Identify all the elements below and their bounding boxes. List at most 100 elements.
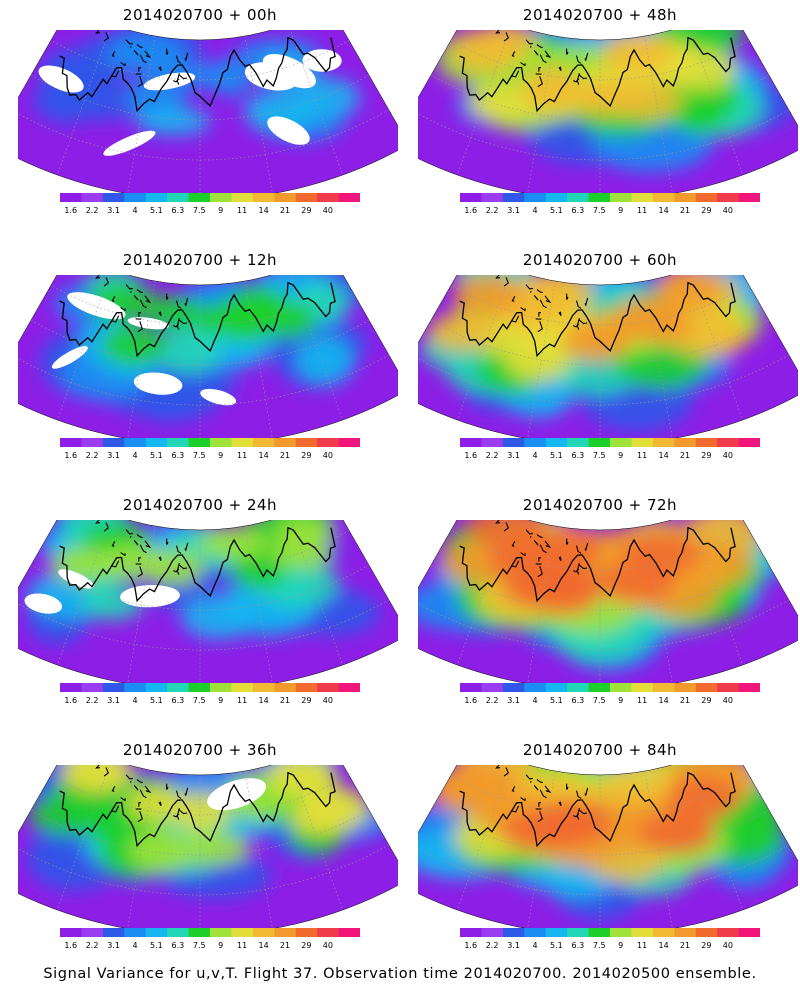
island-outline	[144, 50, 152, 59]
colorbar-label: 6.3	[172, 451, 185, 460]
colorbar-label: 2.2	[486, 451, 499, 460]
variance-map	[18, 520, 398, 690]
island-outline	[166, 51, 169, 56]
colorbar-label: 1.6	[64, 696, 77, 705]
island-outline	[558, 556, 562, 561]
island-outline	[144, 540, 152, 549]
colorbar-label: 21	[280, 941, 290, 950]
colorbar-swatch	[145, 193, 168, 202]
island-outline	[125, 39, 133, 45]
island-outline	[510, 70, 520, 78]
island-outline	[110, 805, 120, 813]
colorbar-swatch	[124, 438, 147, 447]
island-outline	[535, 318, 543, 321]
colorbar-label: 21	[280, 451, 290, 460]
colorbar-label: 29	[301, 206, 311, 215]
colorbar-label: 6.3	[172, 941, 185, 950]
island-outline	[584, 542, 589, 551]
island-outline	[511, 296, 516, 302]
colorbar-swatch	[631, 193, 654, 202]
colorbar-label: 40	[323, 941, 333, 950]
island-outline	[578, 809, 588, 815]
colorbar-swatch	[567, 193, 589, 202]
colorbar-swatch	[124, 193, 147, 202]
island-outline	[537, 321, 543, 333]
colorbar-swatch	[502, 683, 525, 692]
colorbar-swatch	[545, 438, 568, 447]
colorbar-label: 7.5	[193, 451, 206, 460]
colorbar-swatch	[610, 928, 632, 937]
colorbar-label: 9	[218, 206, 223, 215]
colorbar-swatch	[145, 928, 168, 937]
colorbar-label: 11	[237, 451, 247, 460]
panel-title: 2014020700 + 72h	[522, 496, 678, 514]
graticule	[418, 30, 789, 200]
forecast-panel: 2014020700 + 84h 1.6 2.2 3.1 4 5.1 6.3 7.5 9 11 14…	[400, 735, 800, 980]
island-outline	[178, 564, 188, 570]
colorbar: 1.6 2.2 3.1 4 5.1 6.3 7.5 9 11 14 21 29 40	[460, 438, 760, 460]
island-outline	[584, 297, 589, 306]
panel-title: 2014020700 + 48h	[522, 6, 678, 24]
island-outline	[120, 307, 126, 312]
colorbar-label: 5.1	[550, 696, 563, 705]
colorbar-label: 9	[618, 941, 623, 950]
island-outline	[536, 534, 543, 539]
island-outline	[503, 277, 509, 287]
island-outline	[135, 808, 143, 811]
island-outline	[111, 541, 116, 547]
island-outline	[120, 62, 126, 67]
island-outline	[536, 779, 543, 784]
colorbar-swatch	[481, 928, 504, 937]
colorbar-swatch	[717, 928, 739, 937]
variance-map	[18, 765, 398, 935]
colorbar-swatch	[652, 193, 675, 202]
colorbar-swatch	[545, 193, 568, 202]
colorbar-swatch	[81, 193, 104, 202]
colorbar-swatch	[81, 438, 104, 447]
island-outline	[572, 813, 580, 818]
colorbar-swatch	[631, 683, 654, 692]
island-outline	[572, 323, 580, 328]
colorbar-swatch	[81, 928, 104, 937]
variance-map	[418, 275, 798, 445]
colorbar-swatch	[124, 928, 147, 937]
island-outline	[184, 297, 189, 306]
island-outline	[110, 315, 120, 323]
island-outline	[572, 78, 580, 83]
colorbar-label: 40	[723, 451, 733, 460]
colorbar-label: 6.3	[572, 696, 585, 705]
island-outline	[575, 790, 582, 799]
island-outline	[544, 540, 552, 549]
colorbar-label: 9	[618, 451, 623, 460]
island-outline	[138, 557, 141, 562]
colorbar-label: 5.1	[150, 206, 163, 215]
colorbar-swatch	[588, 438, 611, 447]
colorbar-label: 6.3	[572, 206, 585, 215]
colorbar-swatch	[717, 438, 739, 447]
colorbar-label: 4	[532, 696, 537, 705]
island-outline	[520, 797, 526, 802]
colorbar-label: 9	[618, 206, 623, 215]
coastline	[59, 281, 336, 358]
island-outline	[495, 275, 501, 279]
colorbar-swatch	[674, 193, 697, 202]
colorbar-swatch	[524, 193, 547, 202]
colorbar-swatch	[295, 193, 318, 202]
island-outline	[120, 797, 126, 802]
colorbar-swatch	[102, 683, 125, 692]
colorbar-swatch	[502, 438, 525, 447]
island-outline	[175, 300, 182, 309]
colorbar-label: 14	[259, 451, 269, 460]
colorbar-swatch	[102, 193, 125, 202]
colorbar-swatch	[60, 928, 82, 937]
colorbar-swatch	[188, 928, 211, 937]
coastline	[459, 281, 736, 358]
colorbar-swatch	[167, 928, 189, 937]
colorbar-label: 40	[723, 206, 733, 215]
colorbar-swatch	[274, 928, 297, 937]
colorbar-label: 11	[637, 206, 647, 215]
variance-map	[418, 765, 798, 935]
colorbar-label: 29	[301, 451, 311, 460]
colorbar-label: 4	[532, 206, 537, 215]
